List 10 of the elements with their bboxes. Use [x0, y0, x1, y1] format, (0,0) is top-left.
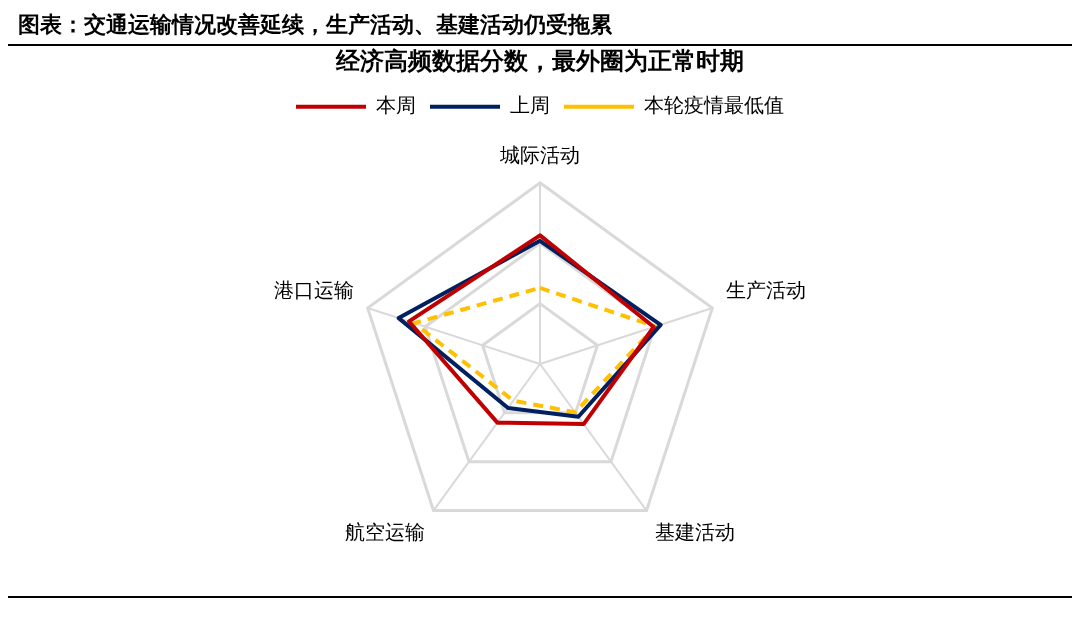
spoke-label: 生产活动: [725, 277, 806, 302]
spoke-label: 城际活动: [499, 143, 580, 167]
spoke-label: 港口运输: [274, 277, 355, 302]
legend-label: 本周: [376, 93, 416, 117]
chart-title: 图表：交通运输情况改善延续，生产活动、基建活动仍受拖累: [8, 8, 1072, 46]
legend-label: 本轮疫情最低值: [644, 93, 784, 117]
chart-subtitle: 经济高频数据分数，最外圈为正常时期: [335, 45, 744, 75]
spoke-label: 航空运输: [345, 520, 426, 545]
spoke-label: 基建活动: [654, 520, 735, 545]
legend-label: 上周: [510, 93, 550, 117]
